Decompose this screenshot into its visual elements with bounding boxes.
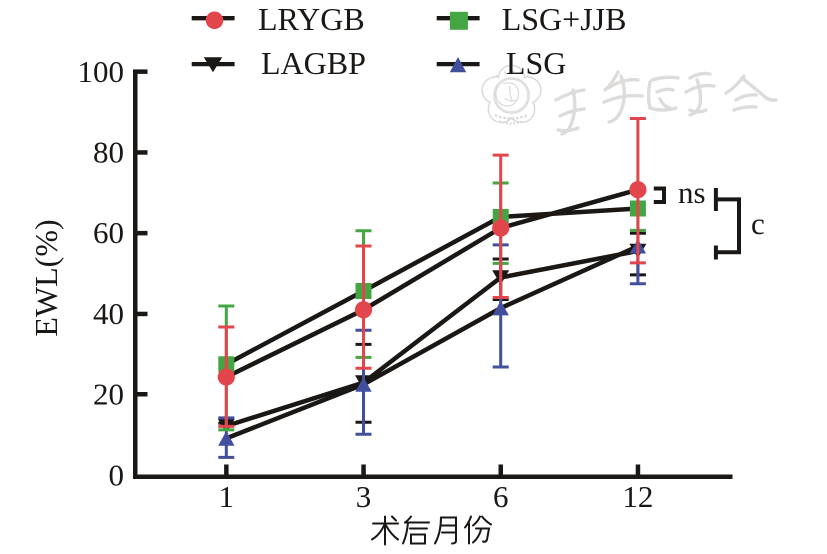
svg-text:LSG: LSG (506, 45, 566, 81)
svg-text:c: c (751, 206, 765, 241)
svg-text:40: 40 (93, 296, 124, 331)
svg-text:100: 100 (78, 54, 125, 89)
svg-text:20: 20 (93, 376, 124, 411)
svg-text:1: 1 (219, 479, 235, 514)
svg-text:80: 80 (93, 135, 124, 170)
svg-text:EWL(%): EWL(%) (28, 219, 64, 336)
svg-text:ns: ns (678, 175, 706, 210)
svg-text:6: 6 (493, 479, 509, 514)
svg-text:LSG+JJB: LSG+JJB (502, 1, 627, 37)
svg-text:3: 3 (356, 479, 372, 514)
svg-text:60: 60 (93, 215, 124, 250)
svg-text:12: 12 (622, 479, 653, 514)
svg-text:LAGBP: LAGBP (261, 45, 366, 81)
svg-text:LRYGB: LRYGB (258, 1, 365, 37)
svg-text:0: 0 (109, 458, 125, 493)
